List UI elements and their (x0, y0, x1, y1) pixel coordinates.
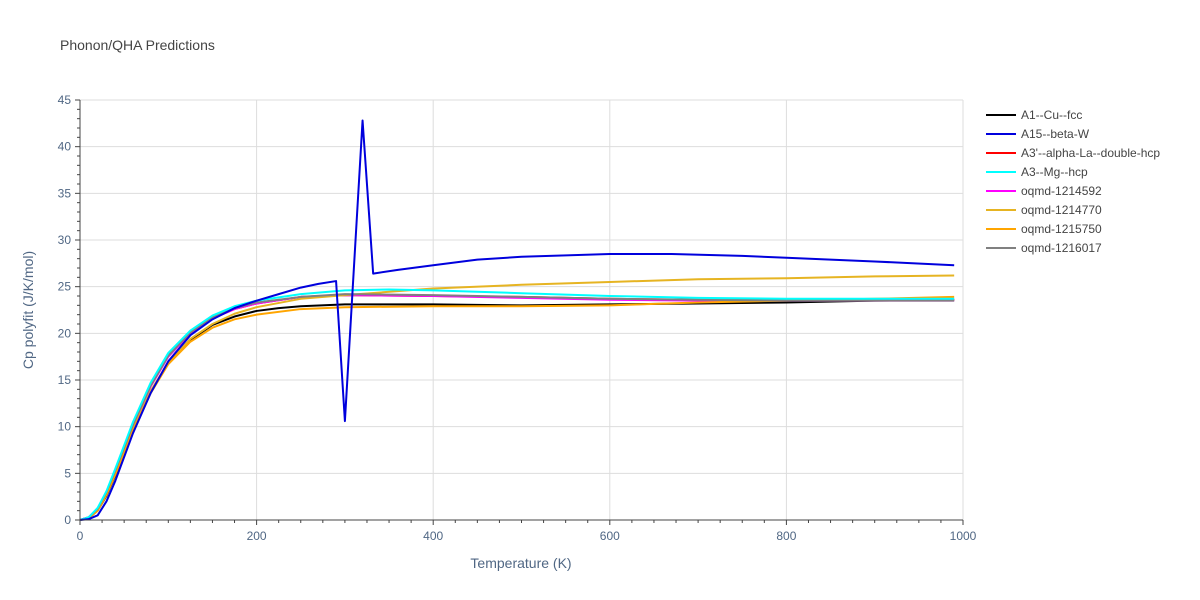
legend-label: A1--Cu--fcc (1021, 108, 1082, 122)
y-tick-label: 25 (58, 280, 72, 294)
x-tick-label: 200 (247, 529, 267, 543)
x-tick-label: 400 (423, 529, 443, 543)
legend-label: A15--beta-W (1021, 127, 1090, 141)
legend: A1--Cu--fcc A15--beta-W A3'--alpha-La--dou… (986, 108, 1160, 255)
series-layer (79, 119, 955, 521)
legend-item[interactable]: oqmd-1216017 (986, 241, 1102, 255)
y-tick-label: 35 (58, 186, 72, 200)
y-tick-label: 10 (58, 420, 72, 434)
legend-item[interactable]: oqmd-1215750 (986, 222, 1102, 236)
legend-item[interactable]: oqmd-1214592 (986, 184, 1102, 198)
legend-item[interactable]: A15--beta-W (986, 127, 1090, 141)
legend-label: A3--Mg--hcp (1021, 165, 1088, 179)
y-tick-label: 45 (58, 93, 72, 107)
legend-item[interactable]: A1--Cu--fcc (986, 108, 1082, 122)
y-axis-title: Cp polyfit (J/K/mol) (20, 251, 36, 369)
axes: 0 200 400 600 800 1000 0 5 10 15 20 25 30 35 40 45 (58, 93, 977, 543)
x-axis-title: Temperature (K) (470, 555, 571, 571)
y-tick-label: 30 (58, 233, 72, 247)
y-tick-label: 5 (64, 466, 71, 480)
chart-title: Phonon/QHA Predictions (60, 37, 215, 53)
legend-label: oqmd-1214592 (1021, 184, 1102, 198)
legend-item[interactable]: oqmd-1214770 (986, 203, 1102, 217)
legend-item[interactable]: A3'--alpha-La--double-hcp (986, 146, 1160, 160)
legend-label: A3'--alpha-La--double-hcp (1021, 146, 1160, 160)
grid (80, 99, 964, 520)
legend-label: oqmd-1216017 (1021, 241, 1102, 255)
x-tick-label: 600 (600, 529, 620, 543)
y-tick-label: 40 (58, 140, 72, 154)
series-line-a1-cu-fcc[interactable] (79, 298, 955, 521)
legend-item[interactable]: A3--Mg--hcp (986, 165, 1088, 179)
legend-label: oqmd-1214770 (1021, 203, 1102, 217)
x-tick-label: 0 (77, 529, 84, 543)
series-line-oqmd-1215750[interactable] (79, 295, 955, 521)
x-tick-label: 1000 (950, 529, 977, 543)
legend-label: oqmd-1215750 (1021, 222, 1102, 236)
y-tick-label: 20 (58, 326, 72, 340)
y-tick-label: 0 (64, 513, 71, 527)
y-tick-label: 15 (58, 373, 72, 387)
series-line-a15-beta-w[interactable] (79, 119, 955, 521)
x-tick-label: 800 (776, 529, 796, 543)
series-line-oqmd-1214770[interactable] (79, 274, 955, 521)
